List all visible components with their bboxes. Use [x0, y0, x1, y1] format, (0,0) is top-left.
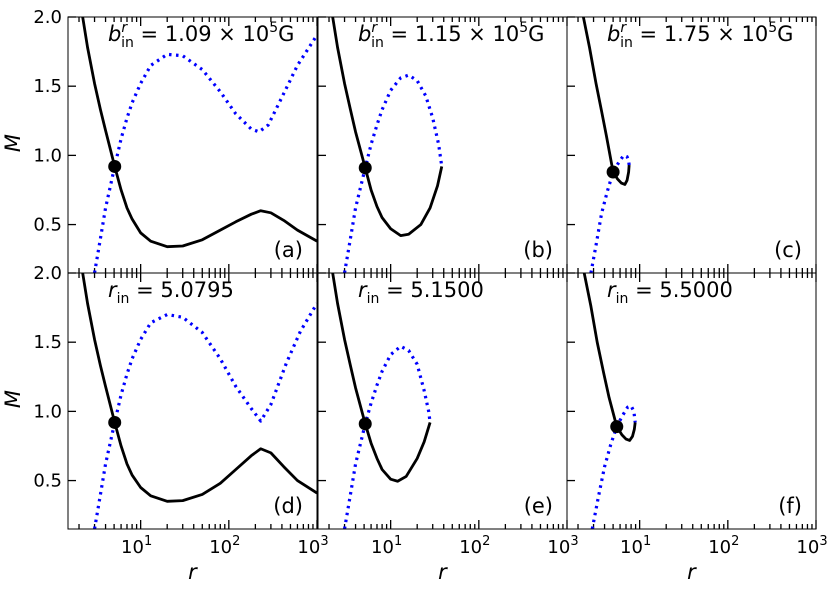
- panel-tag: (c): [774, 238, 802, 262]
- critical-point: [358, 417, 372, 431]
- critical-point: [108, 159, 122, 173]
- dotted-curve: [342, 73, 444, 273]
- curves: [582, 273, 637, 529]
- y-axis-label: M: [1, 390, 25, 408]
- panel-tag: (a): [274, 238, 303, 262]
- panel-annotation: br in = 1.09 × 105G: [108, 20, 294, 51]
- x-tick-label: 102: [708, 534, 739, 558]
- dotted-curve: [342, 344, 432, 529]
- dotted-curve: [589, 153, 631, 273]
- y-tick-label: 2.0: [33, 7, 62, 28]
- x-ticks: [318, 272, 568, 529]
- panel-d: rin = 5.0795 (d): [67, 272, 318, 530]
- x-tick-label: 102: [459, 534, 490, 558]
- x-tick-label: 103: [297, 534, 328, 558]
- y-tick-label: 2.0: [33, 263, 62, 284]
- x-axis-label: r: [687, 560, 697, 584]
- x-tick-label: 103: [796, 534, 827, 558]
- solid-curve: [81, 273, 317, 503]
- panel-c: br in = 1.75 × 105G (c): [566, 16, 817, 274]
- panel-annotation: br in = 1.75 × 105G: [607, 20, 793, 51]
- x-tick-label: 101: [371, 534, 402, 558]
- panel-b: br in = 1.15 × 105G (b): [317, 16, 568, 274]
- y-tick-label: 1.5: [33, 76, 62, 97]
- y-tick-label: 0.5: [33, 215, 62, 236]
- curves: [81, 273, 317, 529]
- x-tick-label: 103: [547, 534, 578, 558]
- y-tick-label: 1.0: [33, 401, 62, 422]
- x-ticks: [68, 16, 318, 273]
- curves: [581, 17, 631, 273]
- panel-tag: (d): [273, 494, 303, 518]
- critical-point: [108, 415, 122, 429]
- curves: [331, 273, 432, 529]
- y-tick-label: 1.0: [33, 145, 62, 166]
- panel-frame: [67, 16, 318, 274]
- x-tick-label: 101: [620, 534, 651, 558]
- panel-e: rin = 5.1500 (e): [317, 272, 568, 530]
- y-tick-label: 1.5: [33, 332, 62, 353]
- x-axis-label: r: [188, 560, 198, 584]
- panel-annotation: rin = 5.1500: [358, 278, 484, 307]
- panel-annotation: rin = 5.5000: [607, 278, 733, 307]
- critical-point: [358, 161, 372, 175]
- panel-annotation: br in = 1.15 × 105G: [358, 20, 544, 51]
- panel-tag: (b): [523, 238, 553, 262]
- dotted-curve: [590, 404, 637, 529]
- solid-curve: [331, 17, 444, 238]
- critical-point: [610, 420, 624, 434]
- panel-frame: [317, 272, 568, 530]
- panel-tag: (f): [778, 494, 802, 518]
- x-tick-label: 102: [209, 534, 240, 558]
- y-axis-label: M: [1, 134, 25, 152]
- panel-frame: [566, 16, 817, 274]
- panel-frame: [566, 272, 817, 530]
- panel-frame: [67, 272, 318, 530]
- y-axis-labels: 0.5 1.0 1.5 2.0 M 0.5 1.0 1.5 2.0 M: [1, 7, 62, 492]
- x-axis-label: r: [438, 560, 448, 584]
- panel-tag: (e): [524, 494, 553, 518]
- x-ticks: [567, 16, 817, 273]
- solid-curve: [331, 273, 432, 483]
- x-ticks: [567, 272, 817, 529]
- panel-f: rin = 5.5000 (f): [566, 272, 817, 530]
- x-axis-labels: 101 102 103 r 101 102 103 r 101 102 103 r: [121, 534, 828, 584]
- solid-curve: [81, 17, 317, 249]
- critical-point: [606, 165, 620, 179]
- x-ticks: [318, 16, 568, 273]
- panel-a: br in = 1.09 × 105G (a): [67, 16, 318, 274]
- panels-group: br in = 1.09 × 105G (a) br in = 1.15 × 105G (…: [67, 16, 817, 530]
- curves: [331, 17, 444, 273]
- solid-curve: [582, 273, 637, 442]
- curves: [81, 17, 317, 273]
- panel-annotation: rin = 5.0795: [108, 278, 234, 307]
- panel-frame: [317, 16, 568, 274]
- x-tick-label: 101: [121, 534, 152, 558]
- x-ticks: [68, 272, 318, 529]
- y-tick-label: 0.5: [33, 471, 62, 492]
